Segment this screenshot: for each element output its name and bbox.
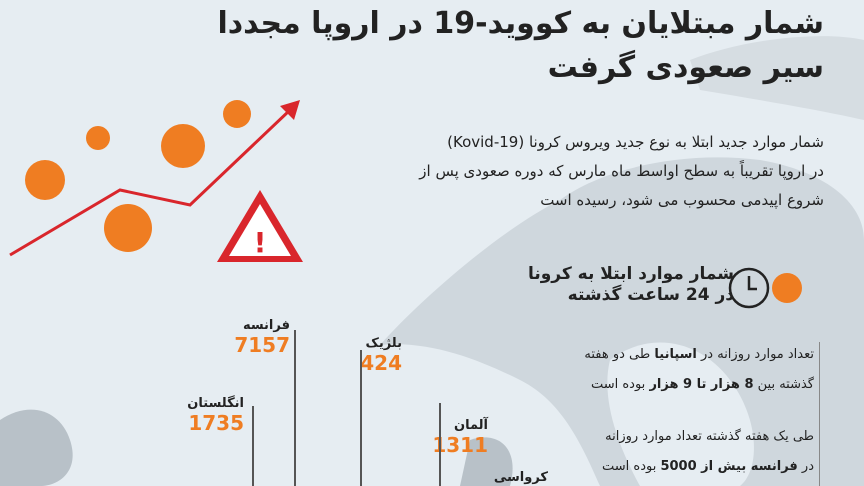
rising-trend-illustration: ! bbox=[9, 100, 303, 262]
intro-line-1: شمار موارد جدید ابتلا به نوع جدید ویروس … bbox=[447, 133, 824, 151]
section-line-2: در 24 ساعت گذشته bbox=[567, 285, 734, 305]
trend-arrow-line bbox=[9, 108, 292, 257]
title-line-1: شمار مبتلایان به کووید-19 در اروپا مجددا bbox=[217, 6, 824, 41]
germany-stem bbox=[439, 403, 441, 486]
intro-line-3: شروع اپیدمی محسوب می شود، رسیده است bbox=[540, 191, 824, 209]
country-belgium: بلژیک 424 bbox=[360, 336, 402, 375]
section-heading: شمار موارد ابتلا به کرونا در 24 ساعت گذش… bbox=[528, 264, 734, 306]
intro-text: شمار موارد جدید ابتلا به نوع جدید ویروس … bbox=[284, 128, 824, 215]
arrow-head-icon bbox=[280, 100, 300, 120]
belgium-stem bbox=[360, 350, 362, 486]
england-stem bbox=[252, 406, 254, 486]
virus-icon bbox=[772, 273, 802, 303]
france-stem bbox=[294, 330, 296, 486]
warning-icon: ! bbox=[217, 190, 303, 262]
svg-text:!: ! bbox=[254, 226, 267, 259]
france-note: طی یک هفته گذشته تعداد موارد روزانه در ف… bbox=[602, 429, 814, 474]
country-england: انگلستان 1735 bbox=[187, 396, 244, 435]
page-title: شمار مبتلایان به کووید-19 در اروپا مجددا… bbox=[124, 2, 824, 90]
spain-note: تعداد موارد روزانه در اسپانیا طی دو هفته… bbox=[584, 347, 814, 392]
notes-divider bbox=[819, 342, 820, 486]
country-croatia: کرواسی bbox=[493, 470, 548, 485]
title-line-2: سیر صعودی گرفت bbox=[547, 50, 824, 85]
section-line-1: شمار موارد ابتلا به کرونا bbox=[527, 264, 734, 284]
country-france: فرانسه 7157 bbox=[234, 318, 290, 357]
intro-line-2: در اروپا تقریباً به سطح اواسط ماه مارس ک… bbox=[419, 162, 824, 180]
virus-icon bbox=[25, 100, 251, 252]
country-germany: آلمان 1311 bbox=[432, 418, 488, 457]
clock-icon bbox=[728, 267, 802, 309]
